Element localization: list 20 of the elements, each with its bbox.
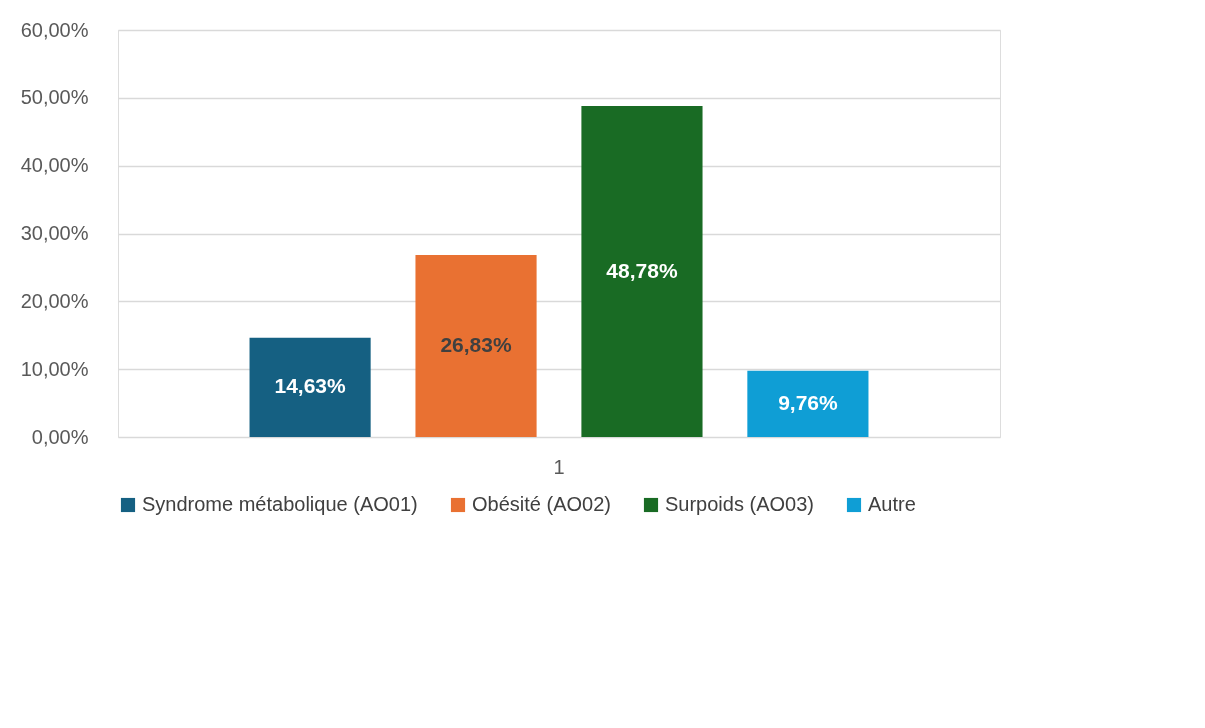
data-label: 26,83%	[440, 333, 512, 356]
data-label: 14,63%	[274, 374, 347, 398]
data-label: 48,78%	[606, 258, 678, 282]
y-tick-label: 10,00%	[20, 357, 89, 380]
x-tick-label: 1	[553, 455, 565, 478]
bar	[581, 106, 703, 437]
y-tick-label: 30,00%	[20, 222, 89, 244]
y-tick-label: 40,00%	[20, 154, 89, 177]
bar	[747, 370, 869, 437]
bar	[249, 337, 371, 437]
y-tick-label: 50,00%	[20, 86, 89, 109]
legend-label: Syndrome métabolique (AO01)	[142, 493, 418, 515]
legend-label: Obésité (AO02)	[472, 493, 611, 515]
y-tick-label: 0,00%	[31, 425, 89, 448]
bar	[415, 255, 537, 437]
data-label: 9,76%	[778, 390, 839, 414]
legend-label: Surpoids (AO03)	[665, 493, 814, 515]
y-tick-label: 60,00%	[20, 18, 89, 41]
y-tick-label: 20,00%	[20, 289, 89, 312]
legend-label: Autre	[868, 493, 916, 515]
